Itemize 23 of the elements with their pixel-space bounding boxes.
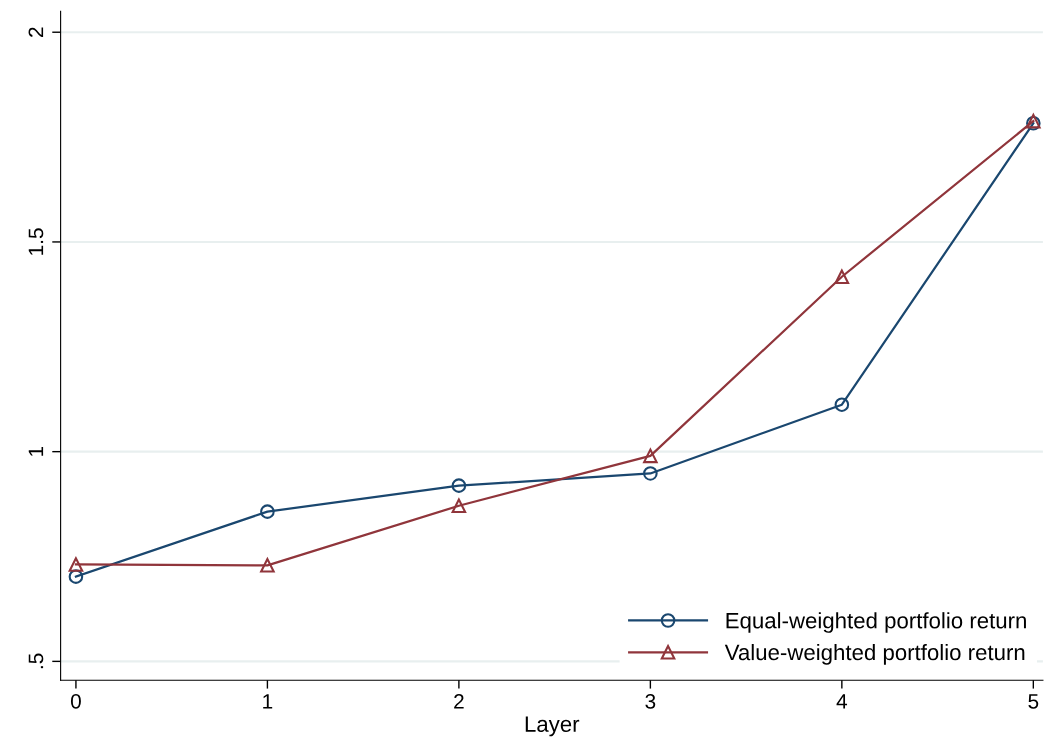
point xyxy=(260,558,275,573)
x-tick-label: 5 xyxy=(1028,694,1039,709)
x-axis-title: Layer xyxy=(525,716,580,737)
point xyxy=(68,569,84,584)
x-tick-label: 4 xyxy=(836,694,848,709)
x-tick-label: 1 xyxy=(263,694,273,709)
legend-label: Value-weighted portfolio return xyxy=(724,643,1025,665)
y-tick-label: 1 xyxy=(28,446,44,456)
x-tick-label: 2 xyxy=(454,693,464,709)
point xyxy=(834,269,850,285)
y-tick-label: 1.5 xyxy=(28,228,44,255)
point xyxy=(451,478,467,493)
point xyxy=(643,448,658,464)
legend-label: Equal-weighted portfolio return xyxy=(726,612,1026,633)
y-tick-label: 2 xyxy=(28,27,44,37)
point xyxy=(834,397,850,412)
point xyxy=(260,504,275,519)
point xyxy=(68,557,84,572)
x-tick-label: 3 xyxy=(645,693,656,709)
point xyxy=(643,466,658,481)
x-tick-label: 0 xyxy=(70,693,81,709)
y-tick-label: .5 xyxy=(28,653,44,669)
point xyxy=(451,498,467,514)
